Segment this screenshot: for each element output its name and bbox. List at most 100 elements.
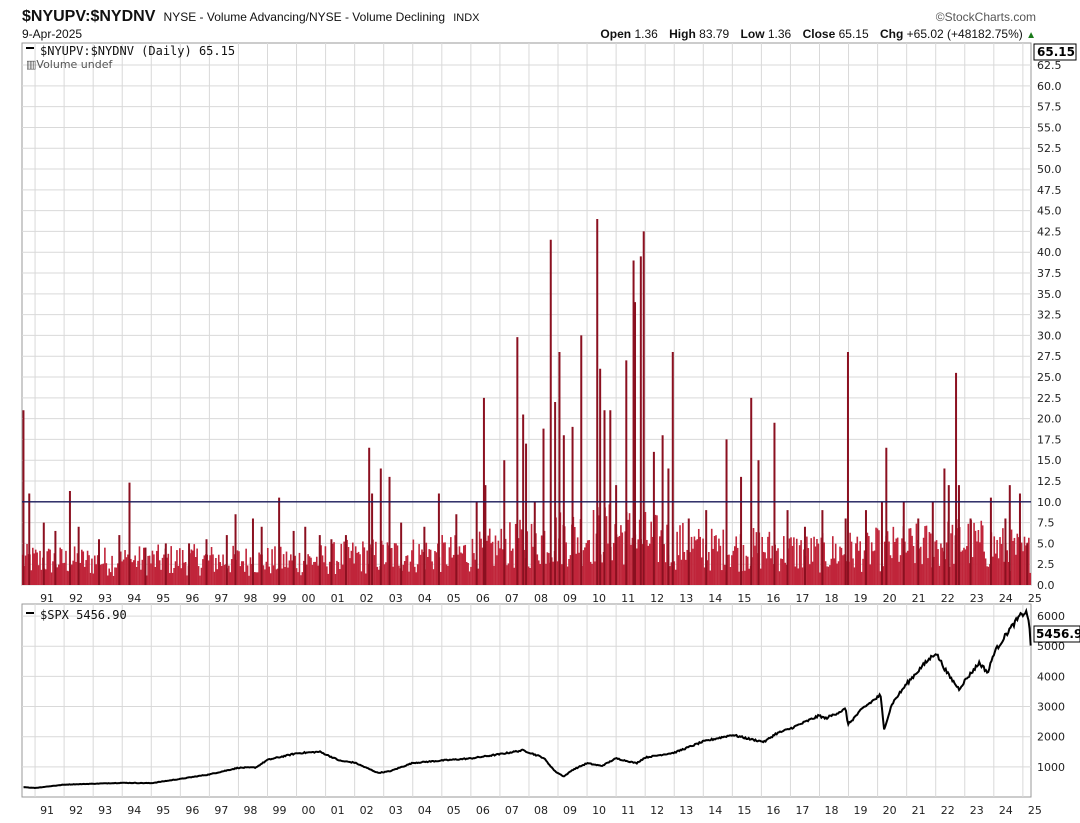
x-tick-label: 91 (40, 592, 54, 605)
open-value: 1.36 (634, 27, 658, 41)
x-tick-label: 20 (883, 804, 897, 817)
x-tick-label: 18 (824, 592, 838, 605)
x-tick-label: 25 (1028, 592, 1042, 605)
y-tick-label: 27.5 (1037, 350, 1062, 363)
x-tick-label: 95 (156, 592, 170, 605)
y-tick-label: 25.0 (1037, 371, 1062, 384)
chg-value: +65.02 (+48182.75%) (906, 27, 1023, 41)
y-tick-label: 60.0 (1037, 80, 1062, 93)
y-tick-label: 47.5 (1037, 184, 1062, 197)
x-tick-label: 92 (69, 804, 83, 817)
x-tick-label: 93 (98, 804, 112, 817)
y-tick-label: 6000 (1037, 610, 1065, 623)
x-tick-label: 25 (1028, 804, 1042, 817)
y-tick-label: 5000 (1037, 640, 1065, 653)
y-tick-label: 37.5 (1037, 267, 1062, 280)
x-tick-label: 19 (854, 592, 868, 605)
last-value-tag (1033, 625, 1080, 643)
x-tick-label: 22 (941, 804, 955, 817)
x-tick-label: 12 (650, 804, 664, 817)
x-tick-label: 11 (621, 592, 635, 605)
x-tick-label: 94 (127, 592, 141, 605)
x-tick-label: 24 (999, 592, 1013, 605)
last-value-tag (1033, 43, 1077, 61)
x-tick-label: 10 (592, 804, 606, 817)
chart-header: $NYUPV:$NYDNV NYSE - Volume Advancing/NY… (0, 0, 1080, 44)
x-tick-label: 97 (214, 592, 228, 605)
y-tick-label: 17.5 (1037, 433, 1062, 446)
x-tick-label: 14 (708, 592, 722, 605)
y-tick-label: 42.5 (1037, 225, 1062, 238)
open-label: Open (600, 27, 632, 41)
x-tick-label: 96 (185, 592, 199, 605)
x-tick-label: 07 (505, 592, 519, 605)
x-tick-label: 06 (476, 804, 490, 817)
x-tick-label: 07 (505, 804, 519, 817)
x-tick-label: 04 (418, 804, 432, 817)
y-tick-label: 62.5 (1037, 59, 1062, 72)
last-value-label: 65.15 (1037, 45, 1075, 59)
x-tick-label: 11 (621, 804, 635, 817)
x-tick-label: 02 (360, 804, 374, 817)
symbol-label: $NYUPV:$NYDNV (22, 8, 156, 25)
x-tick-label: 19 (854, 804, 868, 817)
chart-date: 9-Apr-2025 (22, 27, 83, 41)
x-tick-label: 99 (272, 592, 286, 605)
y-tick-label: 40.0 (1037, 246, 1062, 259)
x-tick-label: 04 (418, 592, 432, 605)
x-tick-label: 99 (272, 804, 286, 817)
y-tick-label: 4000 (1037, 670, 1065, 683)
x-tick-label: 00 (302, 804, 316, 817)
x-tick-label: 03 (389, 804, 403, 817)
x-tick-label: 15 (737, 592, 751, 605)
y-tick-label: 5.0 (1037, 537, 1055, 550)
y-tick-label: 3000 (1037, 701, 1065, 714)
x-tick-label: 13 (679, 592, 693, 605)
x-tick-label: 96 (185, 804, 199, 817)
x-tick-label: 02 (360, 592, 374, 605)
y-tick-label: 20.0 (1037, 413, 1062, 426)
ohlc-readout: Open 1.36 High 83.79 Low 1.36 Close 65.1… (600, 27, 1036, 41)
high-label: High (669, 27, 696, 41)
x-tick-label: 21 (912, 592, 926, 605)
plot-frame (21, 603, 1032, 798)
chg-label: Chg (879, 27, 904, 41)
x-tick-label: 95 (156, 804, 170, 817)
x-tick-label: 00 (302, 592, 316, 605)
x-tick-label: 23 (970, 804, 984, 817)
y-tick-label: 30.0 (1037, 329, 1062, 342)
y-tick-label: 45.0 (1037, 205, 1062, 218)
x-tick-label: 05 (447, 592, 461, 605)
y-tick-label: 15.0 (1037, 454, 1062, 467)
x-tick-label: 23 (970, 592, 984, 605)
legend-swatch (26, 47, 34, 49)
y-tick-label: 0.0 (1037, 579, 1055, 592)
x-tick-label: 98 (243, 592, 257, 605)
chart-title-line: $NYUPV:$NYDNV NYSE - Volume Advancing/NY… (22, 8, 479, 26)
y-tick-label: 10.0 (1037, 496, 1062, 509)
y-tick-label: 57.5 (1037, 101, 1062, 114)
last-value-label: 5456.9 (1036, 627, 1080, 641)
x-tick-label: 24 (999, 804, 1013, 817)
x-tick-label: 06 (476, 592, 490, 605)
y-tick-label: 32.5 (1037, 309, 1062, 322)
x-tick-label: 03 (389, 592, 403, 605)
x-tick-label: 18 (824, 804, 838, 817)
x-tick-label: 91 (40, 804, 54, 817)
x-tick-label: 01 (331, 804, 345, 817)
x-tick-label: 09 (563, 592, 577, 605)
low-value: 1.36 (767, 27, 792, 41)
x-tick-label: 97 (214, 804, 228, 817)
x-tick-label: 16 (766, 804, 780, 817)
ratio-panel: 62.5 60.0 57.5 55.0 52.5 50.0 47.5 45.0 42.5 40.0… (21, 42, 1077, 605)
x-tick-label: 21 (912, 804, 926, 817)
legend-swatch (26, 612, 34, 614)
close-value: 65.15 (838, 27, 869, 41)
x-tick-label: 08 (534, 592, 548, 605)
y-tick-label: 35.0 (1037, 288, 1062, 301)
y-tick-label: 52.5 (1037, 142, 1062, 155)
symbol-description: NYSE - Volume Advancing/NYSE - Volume De… (163, 10, 446, 24)
y-tick-label: 55.0 (1037, 121, 1062, 134)
